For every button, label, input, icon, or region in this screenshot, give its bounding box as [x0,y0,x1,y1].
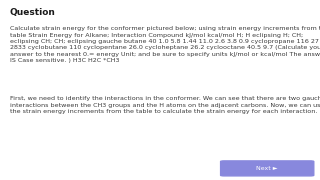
Text: First, we need to identify the interactions in the conformer. We can see that th: First, we need to identify the interacti… [10,96,320,114]
FancyBboxPatch shape [220,161,314,176]
Text: Next ►: Next ► [256,166,278,171]
Text: Calculate strain energy for the conformer pictured below; using strain energy in: Calculate strain energy for the conforme… [10,26,320,63]
Text: Question: Question [10,8,55,17]
